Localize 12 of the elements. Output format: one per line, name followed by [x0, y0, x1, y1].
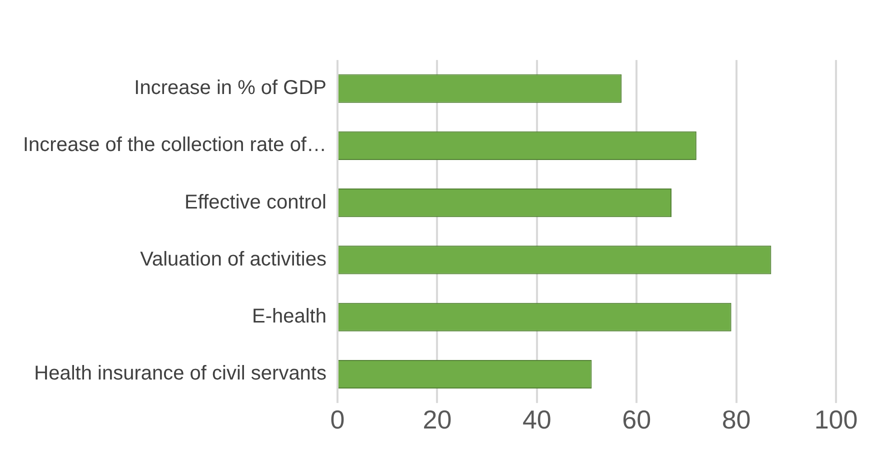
y-tick-label: Valuation of activities: [140, 248, 326, 270]
y-tick-label: E-health: [252, 306, 326, 328]
x-tick-label: 80: [722, 404, 751, 435]
x-tick-label: 40: [522, 404, 552, 435]
x-tick-label: 60: [622, 404, 652, 435]
x-tick-label: 0: [330, 404, 345, 435]
y-tick-label: Effective control: [184, 191, 326, 214]
y-tick-label: Increase in % of GDP: [134, 77, 326, 100]
y-tick-label: Health insurance of civil servants: [34, 362, 326, 385]
x-tick-label: 100: [814, 404, 858, 435]
y-tick-label: Increase of the collection rate of…: [22, 134, 326, 156]
x-tick-label: 20: [422, 404, 452, 435]
